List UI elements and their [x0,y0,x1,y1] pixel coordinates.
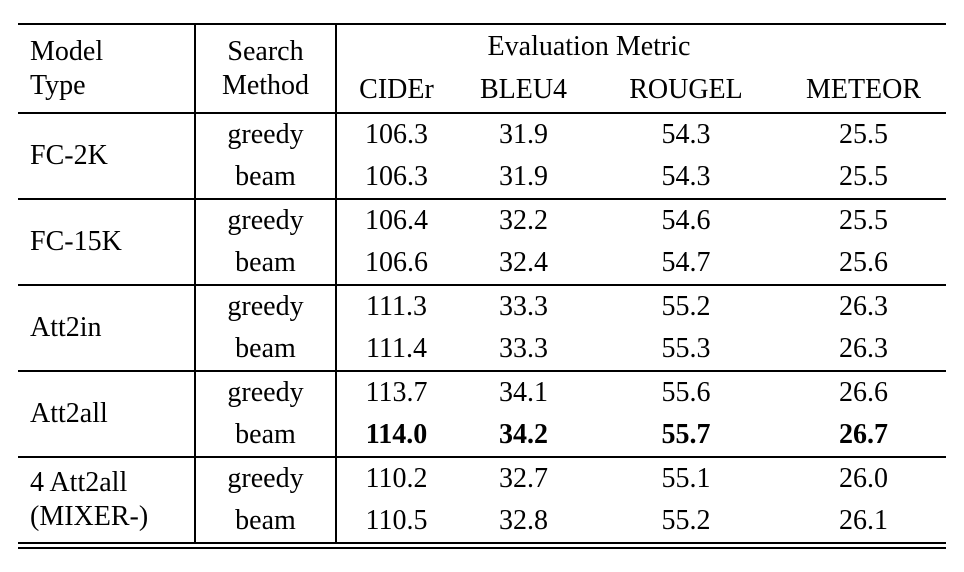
table-row: FC-15K greedy 106.4 32.2 54.6 25.5 [18,199,946,286]
metric-value-cell: 32.2 [499,205,548,237]
metric-value-cell: 25.5 [839,119,888,151]
table-bottom-double-rule [18,547,946,549]
header-meteor: METEOR [781,68,946,114]
model-cell: FC-2K [18,113,196,200]
search-method-cell: beam [195,242,337,286]
metric-value-cell: 26.3 [781,328,946,372]
metric-value-cell: 26.0 [839,463,888,495]
metric-value-cell: 26.1 [781,500,946,544]
search-method-cell: beam [195,414,337,458]
search-method-cell: beam [195,156,337,200]
header-rougel: ROUGEL [591,68,781,114]
metric-value-cell: 32.4 [456,242,591,286]
metric-value-cell: 114.0 [336,414,456,458]
metric-value-cell: 55.2 [591,500,781,544]
metric-value-cell: 106.4 [365,205,428,237]
metric-value-cell: 55.1 [661,463,711,495]
search-method-cell: greedy [195,113,337,156]
metric-value-cell: 111.3 [366,291,427,323]
metric-value-cell: 26.7 [781,414,946,458]
search-method-cell: greedy [195,199,337,242]
header-row-1: Model Type Search Method Evaluation Metr… [18,24,946,114]
metric-value-cell: 54.6 [661,205,711,237]
table-row: 4 Att2all (MIXER-) greedy 110.2 32.7 55.… [18,457,946,544]
table-row: FC-2K greedy 106.3 31.9 54.3 25.5 [18,113,946,200]
table-row: beam 106.6 32.4 54.7 25.6 [18,242,946,286]
search-method-cell: greedy [195,371,337,414]
table-row: Att2all greedy 113.7 34.1 55.6 26.6 [18,371,946,458]
metric-value-cell: 34.1 [499,377,548,409]
metric-value-cell: 31.9 [456,156,591,200]
metric-value-cell: 113.7 [365,377,428,409]
table-row: beam 110.5 32.8 55.2 26.1 [18,500,946,544]
model-cell: FC-15K [18,199,196,286]
header-search-method: Search Method [195,24,337,114]
search-method-cell: beam [195,328,337,372]
metric-value-cell: 26.3 [839,291,888,323]
metric-value-cell: 110.5 [336,500,456,544]
metric-value-cell: 32.7 [499,463,548,495]
header-row-2: CIDEr BLEU4 ROUGEL METEOR [18,68,946,114]
results-table: Model Type Search Method Evaluation Metr… [18,23,946,544]
metric-value-cell: 110.2 [365,463,428,495]
header-bleu4: BLEU4 [456,68,591,114]
table-row: beam 114.0 34.2 55.7 26.7 [18,414,946,458]
table-row: Att2in greedy 111.3 33.3 55.2 26.3 [18,285,946,372]
metric-value-cell: 55.6 [661,377,711,409]
header-evaluation-metric: Evaluation Metric [487,30,691,62]
metric-value-cell: 31.9 [499,119,548,151]
metric-value-cell: 26.6 [839,377,888,409]
metric-value-cell: 54.3 [591,156,781,200]
metric-value-cell: 25.5 [781,156,946,200]
results-table-wrapper: Model Type Search Method Evaluation Metr… [18,23,946,549]
metric-value-cell: 54.7 [591,242,781,286]
model-cell: Att2all [18,371,196,458]
header-cider: CIDEr [336,68,456,114]
search-method-cell: greedy [195,457,337,500]
metric-value-cell: 25.6 [781,242,946,286]
metric-value-cell: 54.3 [661,119,711,151]
model-cell: 4 Att2all (MIXER-) [18,457,196,544]
metric-value-cell: 55.3 [591,328,781,372]
table-row: beam 106.3 31.9 54.3 25.5 [18,156,946,200]
metric-value-cell: 55.7 [591,414,781,458]
metric-value-cell: 111.4 [336,328,456,372]
metric-value-cell: 106.3 [336,156,456,200]
metric-value-cell: 33.3 [499,291,548,323]
table-row: beam 111.4 33.3 55.3 26.3 [18,328,946,372]
metric-value-cell: 25.5 [839,205,888,237]
metric-value-cell: 106.3 [365,119,428,151]
model-cell: Att2in [18,285,196,372]
search-method-cell: greedy [195,285,337,328]
header-model-type: Model Type [18,24,196,114]
metric-value-cell: 106.6 [336,242,456,286]
metric-value-cell: 33.3 [456,328,591,372]
search-method-cell: beam [195,500,337,544]
metric-value-cell: 34.2 [456,414,591,458]
metric-value-cell: 32.8 [456,500,591,544]
metric-value-cell: 55.2 [661,291,711,323]
